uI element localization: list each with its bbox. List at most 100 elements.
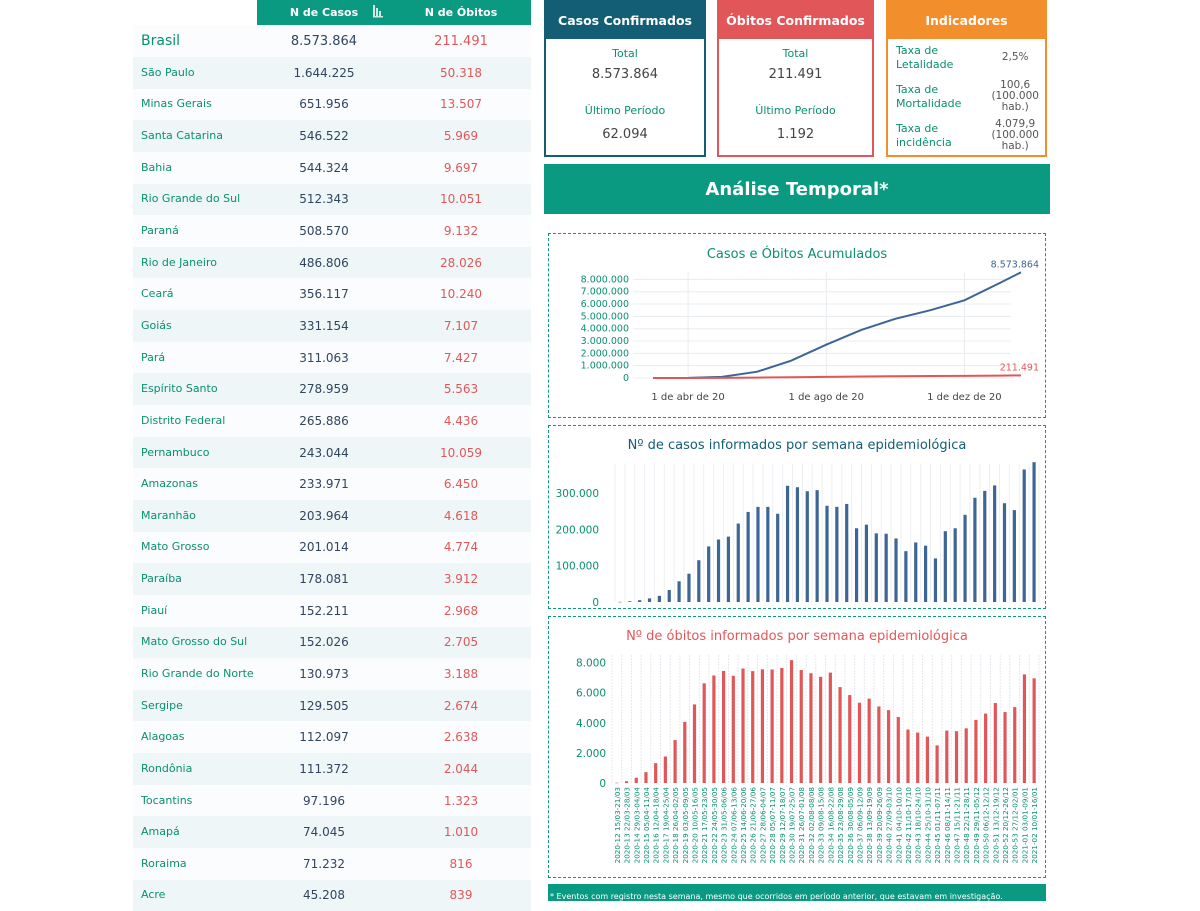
row-deaths: 10.059	[391, 436, 531, 469]
table-row[interactable]: Goiás 331.154 7.107	[133, 310, 531, 342]
weekly-deaths-bar	[615, 782, 619, 784]
confirmed-deaths-title: Óbitos Confirmados	[718, 1, 873, 39]
row-cases: 71.232	[257, 848, 391, 880]
table-row[interactable]: Ceará 356.117 10.240	[133, 278, 531, 311]
table-row[interactable]: Acre 45.208 839	[133, 879, 531, 911]
table-row[interactable]: Rio Grande do Norte 130.973 3.188	[133, 658, 531, 690]
deaths-total-value: 211.491	[768, 67, 823, 82]
table-row[interactable]: Espírito Santo 278.959 5.563	[133, 373, 531, 406]
table-row[interactable]: Mato Grosso 201.014 4.774	[133, 531, 531, 564]
table-row[interactable]: Distrito Federal 265.886 4.436	[133, 405, 531, 437]
weekly-deaths-bar	[886, 710, 891, 783]
row-deaths: 10.240	[391, 278, 531, 311]
row-cases: 74.045	[257, 816, 391, 849]
table-row[interactable]: Minas Gerais 651.956 13.507	[133, 88, 531, 121]
weekly-deaths-chart-panel[interactable]: Nº de óbitos informados por semana epide…	[548, 616, 1046, 878]
row-deaths: 2.968	[391, 594, 531, 627]
x-tick-label: 2020-50 06/12-12/12	[982, 787, 991, 863]
row-cases: 331.154	[257, 310, 391, 342]
row-deaths: 4.618	[391, 499, 531, 532]
y-tick-label: 3.000.000	[581, 336, 629, 347]
weekly-deaths-bar	[770, 669, 774, 783]
row-deaths: 6.450	[391, 468, 531, 500]
col-header-cases[interactable]: N de Casos	[257, 0, 391, 25]
x-tick-label: 2020-49 29/11-05/12	[972, 787, 981, 863]
row-cases: 201.014	[257, 531, 391, 564]
row-cases: 130.973	[257, 658, 391, 690]
state-table: N de Casos N de Óbitos Brasil 8.573.864 …	[133, 0, 531, 911]
weekly-cases-chart-panel[interactable]: Nº de casos informados por semana epidem…	[548, 425, 1046, 609]
table-row[interactable]: Amapá 74.045 1.010	[133, 816, 531, 849]
weekly-cases-bar	[854, 528, 859, 602]
weekly-deaths-bar	[848, 695, 852, 783]
table-row[interactable]: São Paulo 1.644.225 50.318	[133, 57, 531, 89]
table-row[interactable]: Rio Grande do Sul 512.343 10.051	[133, 183, 531, 216]
row-name: Distrito Federal	[133, 405, 257, 437]
row-name: Mato Grosso do Sul	[133, 626, 257, 659]
y-tick-label: 0	[623, 373, 629, 384]
weekly-deaths-bar	[634, 777, 638, 783]
table-row[interactable]: Roraima 71.232 816	[133, 848, 531, 880]
indicator-value: 4.079,9 (100.000 hab.)	[991, 118, 1039, 152]
indicator-value: 100,6 (100.000 hab.)	[991, 79, 1039, 113]
row-cases: 544.324	[257, 151, 391, 184]
indicators-title: Indicadores	[887, 1, 1046, 39]
weekly-cases-bar-chart[interactable]: 0 100.000 200.000 300.000	[549, 426, 1045, 608]
weekly-cases-bar	[983, 490, 987, 602]
table-row[interactable]: Mato Grosso do Sul 152.026 2.705	[133, 626, 531, 659]
weekly-deaths-bar	[683, 721, 687, 783]
weekly-deaths-bar	[945, 730, 949, 783]
row-cases: 486.806	[257, 246, 391, 279]
table-row[interactable]: Rio de Janeiro 486.806 28.026	[133, 246, 531, 279]
table-row[interactable]: Pará 311.063 7.427	[133, 341, 531, 374]
table-row[interactable]: Alagoas 112.097 2.638	[133, 721, 531, 754]
weekly-cases-bar	[766, 506, 770, 602]
y-tick-label: 8.000.000	[581, 274, 629, 285]
y-tick-label: 4.000	[576, 718, 606, 730]
x-tick-label: 2020-12 15/03-21/03	[613, 787, 622, 863]
weekly-deaths-bar-chart[interactable]: 0 2.000 4.000 6.000 8.000 2020-12 15/03-21/03…	[549, 617, 1045, 877]
table-row[interactable]: Tocantins 97.196 1.323	[133, 784, 531, 817]
y-tick-label: 1.000.000	[581, 361, 629, 372]
table-row[interactable]: Rondônia 111.372 2.044	[133, 753, 531, 785]
weekly-deaths-bar	[1003, 712, 1007, 783]
col-header-deaths[interactable]: N de Óbitos	[391, 0, 531, 25]
x-tick-label: 2020-23 31/05-06/06	[720, 787, 729, 864]
table-row[interactable]: Maranhão 203.964 4.618	[133, 499, 531, 532]
row-deaths: 7.427	[391, 341, 531, 374]
row-cases: 265.886	[257, 405, 391, 437]
y-tick-label: 6.000	[576, 688, 606, 700]
x-tick-label: 2020-37 06/09-12/09	[855, 787, 864, 864]
table-row[interactable]: Sergipe 129.505 2.674	[133, 689, 531, 722]
x-tick-label: 2020-36 30/08-05/09	[846, 787, 855, 864]
accumulated-chart-panel[interactable]: Casos e Óbitos Acumulados 0 1.000.000 2.00…	[548, 233, 1046, 418]
x-tick-label: 2020-19 03/05-09/05	[681, 787, 690, 863]
weekly-deaths-bar	[1032, 678, 1036, 783]
end-value-label: 211.491	[1000, 362, 1039, 373]
table-row[interactable]: Pernambuco 243.044 10.059	[133, 436, 531, 469]
table-row[interactable]: Piauí 152.211 2.968	[133, 594, 531, 627]
table-row-brasil[interactable]: Brasil 8.573.864 211.491	[133, 25, 531, 57]
weekly-cases-chart-title: Nº de casos informados por semana epidem…	[627, 438, 967, 453]
x-tick-label: 2020-32 02/08-08/08	[807, 787, 816, 864]
table-row[interactable]: Amazonas 233.971 6.450	[133, 468, 531, 500]
table-row[interactable]: Santa Catarina 546.522 5.969	[133, 120, 531, 152]
weekly-deaths-bar	[799, 670, 803, 783]
weekly-cases-bar	[647, 598, 652, 602]
x-tick-label: 2020-46 08/11-14/11	[943, 787, 952, 863]
weekly-cases-bar	[904, 551, 908, 602]
sort-icon[interactable]	[373, 4, 383, 18]
y-tick-label: 7.000.000	[581, 287, 629, 298]
table-row[interactable]: Paraná 508.570 9.132	[133, 215, 531, 247]
cases-total-label: Total	[612, 47, 638, 60]
weekly-cases-bar	[815, 490, 819, 602]
y-tick-label: 100.000	[556, 561, 599, 573]
table-row[interactable]: Bahia 544.324 9.697	[133, 151, 531, 184]
table-row[interactable]: Paraíba 178.081 3.912	[133, 563, 531, 595]
x-tick-label: 2020-22 24/05-30/05	[710, 787, 719, 863]
weekly-deaths-bar	[857, 702, 862, 783]
row-name: Rio Grande do Norte	[133, 658, 257, 690]
x-tick-label: 2020-51 13/12-19/12	[991, 787, 1000, 863]
weekly-deaths-bar	[789, 660, 794, 783]
